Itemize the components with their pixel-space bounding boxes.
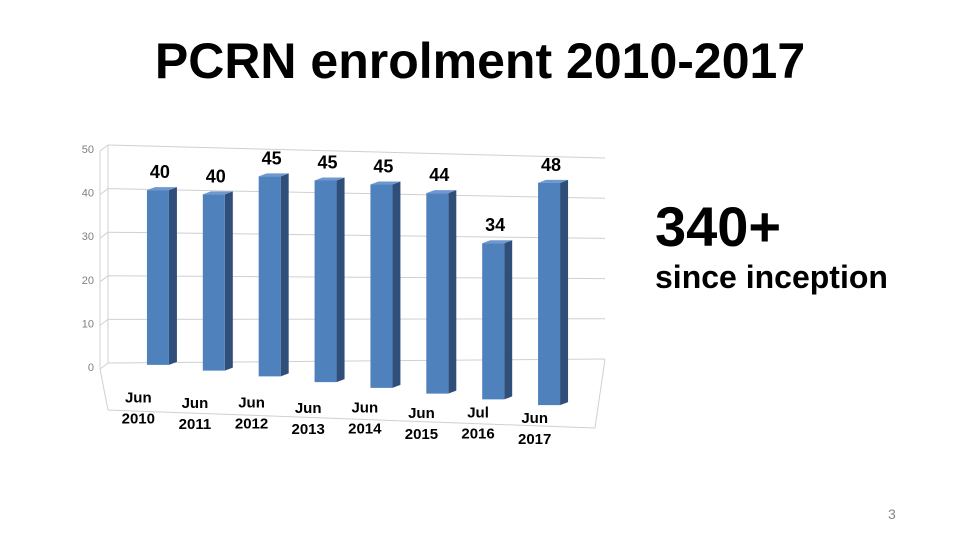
gridline-side [99, 275, 109, 283]
bar [258, 176, 281, 377]
stat-value: 340+ [655, 195, 782, 258]
bar [314, 180, 337, 383]
y-tick-label: 0 [88, 362, 94, 374]
bar-top [314, 177, 345, 181]
chart-data-labels: 40 40 45 45 45 44 34 48 [150, 148, 561, 235]
stat-caption: since inception [655, 258, 888, 295]
bar [202, 194, 225, 371]
x-category-label: Jun 2013 [292, 400, 325, 438]
data-label: 44 [429, 165, 449, 185]
data-label: 48 [541, 155, 561, 175]
chart-category-labels: Jun 2010 Jun 2011 Jun 2012 Jun 2013 Jun 2014 Jun 20… [122, 389, 552, 448]
bar-side [280, 173, 289, 377]
x-category-label: Jun 2010 [122, 389, 155, 427]
bar [538, 182, 561, 406]
gridline-side [99, 188, 109, 195]
data-label: 45 [318, 152, 338, 172]
bar-side [448, 190, 457, 394]
x-category-label: Jun 2014 [348, 399, 382, 437]
bar-side [168, 187, 177, 365]
slide-number: 3 [888, 506, 896, 522]
y-tick-label: 10 [82, 318, 94, 330]
bar-top [370, 181, 401, 185]
x-category-label: Jun 2017 [518, 410, 551, 448]
gridline [107, 188, 606, 199]
bar-top [538, 179, 569, 183]
floor-edge [99, 358, 606, 429]
stat-block: 340+ since inception [655, 196, 888, 295]
chart-gridlines [99, 144, 606, 429]
bar-top [482, 240, 513, 244]
bar [146, 190, 169, 365]
data-label: 45 [373, 157, 393, 177]
y-tick-label: 20 [82, 275, 94, 287]
x-category-label: Jul 2016 [461, 404, 494, 442]
gridline [107, 231, 606, 239]
data-label: 34 [485, 215, 505, 235]
bar [370, 184, 393, 388]
slide-title: PCRN enrolment 2010-2017 [154, 33, 806, 89]
bar-side [336, 177, 345, 383]
gridline-side [99, 231, 109, 239]
gridline [107, 144, 606, 159]
chart-y-axis-ticks: 0 10 20 30 40 50 [82, 144, 94, 374]
bar-top [146, 187, 177, 191]
y-tick-label: 40 [82, 188, 94, 200]
chart-bars [146, 173, 569, 406]
bar [426, 193, 449, 394]
data-label: 40 [150, 162, 170, 182]
gridline-side [99, 144, 109, 152]
y-tick-label: 50 [82, 144, 94, 156]
data-label: 40 [206, 166, 226, 186]
x-category-label: Jun 2011 [179, 395, 212, 433]
data-label: 45 [262, 148, 282, 168]
gridline-side [99, 362, 109, 370]
y-tick-label: 30 [82, 231, 94, 243]
bar-side [224, 191, 233, 371]
bar-side [560, 179, 569, 406]
x-category-label: Jun 2015 [405, 405, 438, 443]
gridline [107, 358, 606, 364]
bar-top [258, 173, 289, 177]
gridline [107, 275, 606, 280]
bar [482, 243, 505, 400]
bar-side [392, 181, 401, 388]
gridline [107, 318, 606, 320]
bar-side [504, 240, 513, 400]
bar-top [202, 191, 233, 195]
gridline-side [99, 318, 109, 326]
x-category-label: Jun 2012 [235, 394, 268, 432]
bar-top [426, 190, 457, 194]
